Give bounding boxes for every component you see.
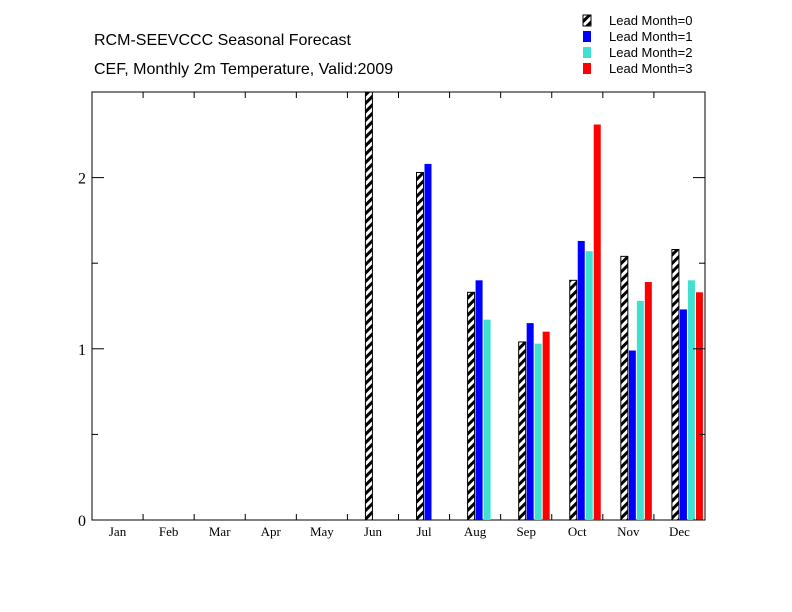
legend-swatch-lead1 <box>583 31 591 42</box>
x-tick-label-sep: Sep <box>516 524 536 539</box>
bar-dec-lead0 <box>671 249 680 521</box>
y-tick-label: 1 <box>78 342 86 359</box>
bar-dec-lead2 <box>687 280 695 520</box>
bar-aug-lead1 <box>475 280 483 520</box>
legend-swatch-lead3 <box>583 63 591 74</box>
bars-group <box>364 91 703 521</box>
x-tick-label-nov: Nov <box>617 524 640 539</box>
bar-nov-lead3 <box>644 282 652 520</box>
bar-aug-lead2 <box>483 319 491 520</box>
bar-sep-lead2 <box>534 343 542 520</box>
bar-nov-lead2 <box>636 300 644 520</box>
x-tick-label-dec: Dec <box>669 524 690 539</box>
x-axis: Jan Feb Mar Apr May Jun Jul Aug Sep Oct Nov Dec <box>109 92 690 539</box>
bar-dec-lead1 <box>679 309 687 520</box>
bar-oct-lead3 <box>593 124 601 520</box>
x-tick-label-aug: Aug <box>464 524 487 539</box>
x-tick-label-apr: Apr <box>261 524 282 539</box>
bar-nov-lead1 <box>628 350 636 520</box>
bar-aug-lead0 <box>467 291 476 521</box>
y-axis: 0 1 2 <box>78 171 705 530</box>
y-tick-label: 2 <box>78 171 86 188</box>
x-tick-label-may: May <box>310 524 334 539</box>
bar-nov-lead0 <box>620 255 629 521</box>
bar-oct-lead0 <box>569 279 578 521</box>
bar-jul-lead0 <box>416 171 424 521</box>
y-tick-label: 0 <box>78 513 86 530</box>
chart-title: RCM-SEEVCCC Seasonal Forecast <box>94 32 352 49</box>
x-tick-label-jul: Jul <box>416 524 432 539</box>
x-tick-label-oct: Oct <box>568 524 587 539</box>
legend-swatch-lead2 <box>583 47 591 58</box>
legend-label-lead2: Lead Month=2 <box>609 45 692 60</box>
bar-sep-lead3 <box>542 331 550 520</box>
legend-label-lead3: Lead Month=3 <box>609 61 692 76</box>
legend-label-lead0: Lead Month=0 <box>609 13 692 28</box>
bar-dec-lead3 <box>695 292 703 520</box>
x-tick-label-jun: Jun <box>364 524 383 539</box>
legend-swatch-lead0 <box>582 14 592 27</box>
chart-subtitle: CEF, Monthly 2m Temperature, Valid:2009 <box>94 61 393 78</box>
x-tick-label-feb: Feb <box>159 524 179 539</box>
bar-oct-lead1 <box>577 240 585 520</box>
bar-jul-lead1 <box>424 163 432 521</box>
bar-sep-lead1 <box>526 323 534 520</box>
x-tick-label-mar: Mar <box>209 524 231 539</box>
bar-sep-lead0 <box>518 341 527 521</box>
bar-oct-lead2 <box>585 251 593 520</box>
bar-jun-lead0 <box>364 91 373 521</box>
plot-frame <box>91 91 706 521</box>
x-tick-label-jan: Jan <box>109 524 127 539</box>
legend-label-lead1: Lead Month=1 <box>609 29 692 44</box>
